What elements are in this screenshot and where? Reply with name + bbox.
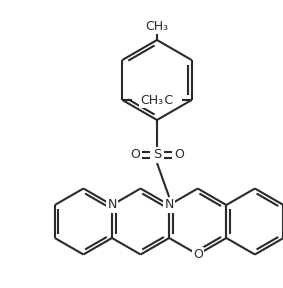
Text: CH₃: CH₃ [140, 94, 164, 107]
Text: O: O [174, 149, 184, 162]
Text: H₃C: H₃C [151, 94, 174, 107]
Text: CH₃: CH₃ [145, 20, 169, 33]
Text: S: S [153, 149, 161, 162]
Text: N: N [164, 198, 174, 211]
Text: O: O [193, 248, 203, 261]
Text: N: N [107, 198, 117, 211]
Text: O: O [130, 149, 140, 162]
